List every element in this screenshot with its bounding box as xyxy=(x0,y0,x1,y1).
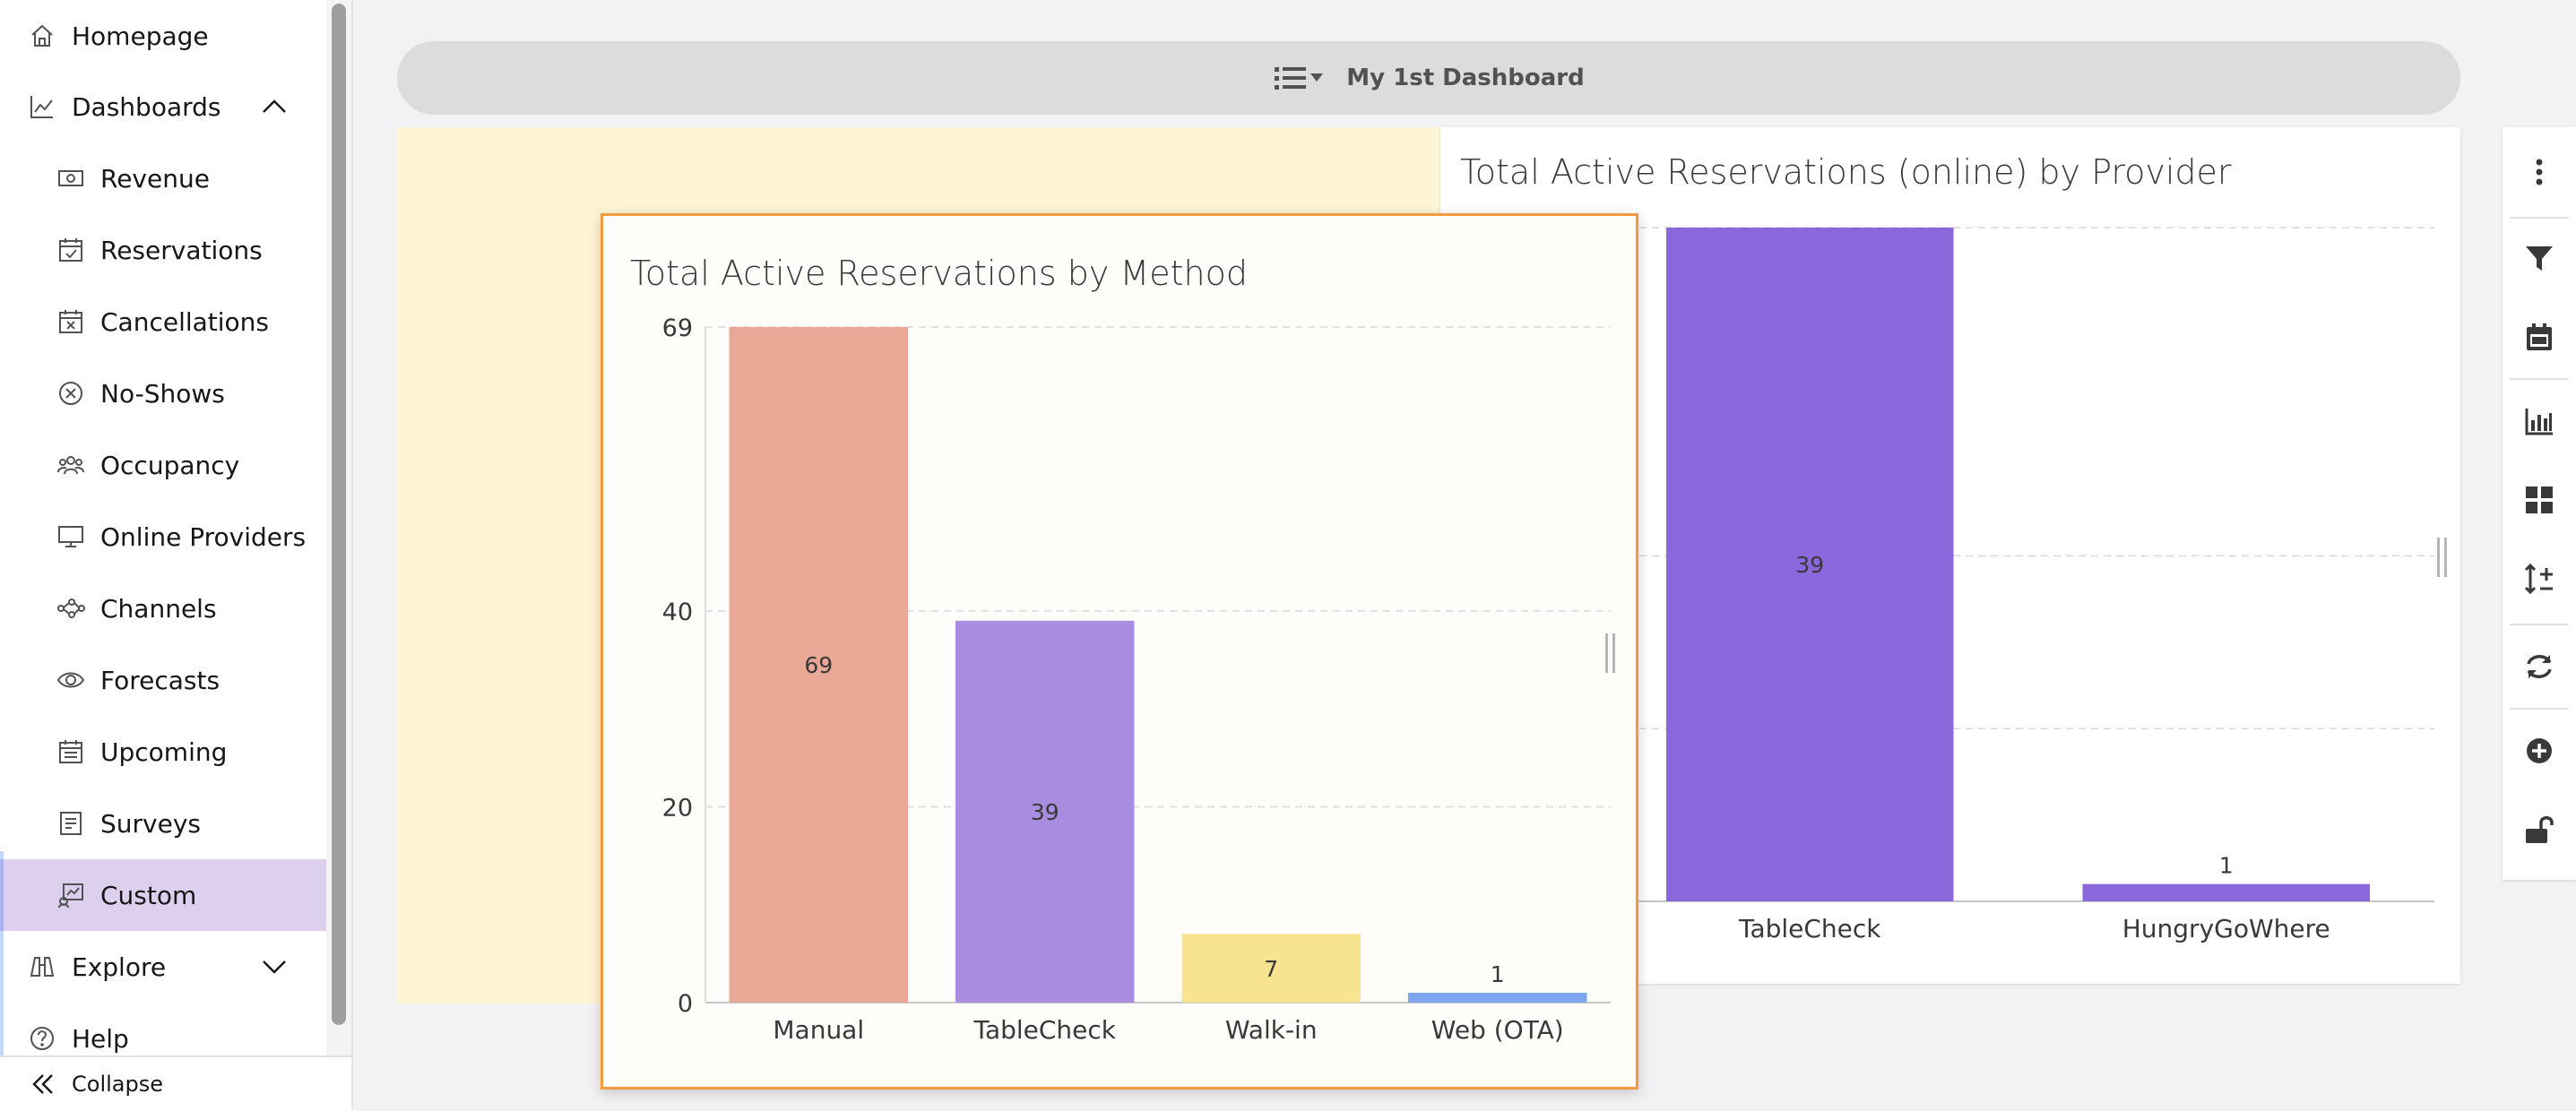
calendar-icon[interactable] xyxy=(2503,301,2576,373)
chart-title: Total Active Reservations (online) by Pr… xyxy=(1460,152,2232,192)
x-tick-label: Web (OTA) xyxy=(1431,1015,1564,1045)
sidebar-item-label: Upcoming xyxy=(100,736,228,767)
sidebar-item-upcoming[interactable]: Upcoming xyxy=(0,716,326,788)
bar-tablecheck[interactable] xyxy=(955,620,1135,1003)
bar-value-label: 39 xyxy=(1031,799,1059,825)
x-tick-label: TableCheck xyxy=(972,1015,1116,1045)
sidebar-item-homepage[interactable]: Homepage xyxy=(0,0,326,72)
focus-edge xyxy=(0,851,4,1109)
sidebar-item-cancellations[interactable]: Cancellations xyxy=(0,286,326,357)
sidebar-item-label: Channels xyxy=(100,593,217,624)
bar-value-label: 7 xyxy=(1264,956,1278,982)
sidebar-item-online-providers[interactable]: Online Providers xyxy=(0,501,326,573)
sidebar-item-label: Homepage xyxy=(72,21,209,51)
sidebar-item-occupancy[interactable]: Occupancy xyxy=(0,429,326,501)
bar-chart-icon[interactable] xyxy=(2503,385,2576,457)
sidebar-item-label: Help xyxy=(72,1023,129,1054)
x-tick-label: HungryGoWhere xyxy=(2122,914,2330,943)
sidebar-item-label: Surveys xyxy=(100,808,201,839)
sidebar-item-surveys[interactable]: Surveys xyxy=(0,788,326,859)
unlock-icon[interactable] xyxy=(2503,794,2576,866)
y-tick-label: 40 xyxy=(662,599,693,626)
provider-bar-chart: 010203939TableCheck1HungryGoWhere xyxy=(1559,215,2434,943)
bar-value-label: 1 xyxy=(2219,853,2234,879)
sidebar-item-label: Reservations xyxy=(100,235,263,265)
chevron-up-icon[interactable] xyxy=(258,90,290,123)
sidebar-item-label: Online Providers xyxy=(100,521,307,552)
x-tick-label: Manual xyxy=(773,1015,864,1045)
dashboard-title-bar[interactable]: My 1st Dashboard xyxy=(397,41,2460,115)
chevron-down-icon[interactable] xyxy=(258,951,290,983)
users-icon xyxy=(56,450,86,480)
y-tick-label: 0 xyxy=(678,990,693,1018)
sidebar-item-label: Explore xyxy=(72,952,167,982)
bar-walk-in[interactable] xyxy=(1181,934,1361,1003)
bar-value-label: 69 xyxy=(804,652,833,678)
bar-hungrygowhere[interactable] xyxy=(2082,883,2371,901)
network-icon xyxy=(56,593,86,624)
sidebar-item-dashboards[interactable]: Dashboards xyxy=(0,71,326,142)
bar-manual[interactable] xyxy=(729,327,908,1003)
sidebar-item-label: Cancellations xyxy=(100,306,270,337)
method-bar-chart: 0 20 40 69 69 Manual 39 TableCheck 7 Walk-in 1 Web … xyxy=(662,314,1611,1045)
double-chevron-left-icon xyxy=(29,1070,57,1098)
sidebar-item-no-shows[interactable]: No-Shows xyxy=(0,357,326,429)
sidebar-scrollbar-thumb[interactable] xyxy=(332,4,346,1025)
sidebar-item-label: Forecasts xyxy=(100,665,220,695)
refresh-icon[interactable] xyxy=(2503,631,2576,702)
circle-x-icon xyxy=(56,378,86,409)
y-tick-label: 20 xyxy=(662,794,693,822)
row-height-icon[interactable] xyxy=(2503,543,2576,615)
method-chart-panel[interactable]: Total Active Reservations by Method 0 20 4… xyxy=(601,213,1638,1089)
sidebar-item-revenue[interactable]: Revenue xyxy=(0,142,326,214)
collapse-label: Collapse xyxy=(72,1072,163,1097)
calendar-icon xyxy=(56,736,86,767)
home-icon xyxy=(27,21,57,51)
bar-value-label: 1 xyxy=(1491,961,1505,987)
resize-handle[interactable] xyxy=(1605,633,1620,673)
sidebar-item-help[interactable]: Help xyxy=(0,1003,326,1074)
sidebar-item-label: Custom xyxy=(100,880,197,910)
dashboard-title: My 1st Dashboard xyxy=(1346,65,1585,91)
custom-chart-icon xyxy=(56,880,86,910)
chart-title: Total Active Reservations by Method xyxy=(630,254,1248,293)
y-tick-label: 69 xyxy=(662,314,693,342)
sidebar: Homepage Dashboards Revenue Reservations… xyxy=(0,0,326,1109)
document-icon xyxy=(56,808,86,839)
eye-icon xyxy=(56,665,86,695)
calendar-x-icon xyxy=(56,306,86,337)
sidebar-item-reservations[interactable]: Reservations xyxy=(0,214,326,286)
sidebar-item-label: Revenue xyxy=(100,163,210,194)
binoculars-icon xyxy=(27,952,57,982)
sidebar-item-label: Dashboards xyxy=(72,91,221,122)
monitor-icon xyxy=(56,521,86,552)
grid-icon[interactable] xyxy=(2503,464,2576,536)
filter-icon[interactable] xyxy=(2503,222,2576,294)
x-tick-label: TableCheck xyxy=(1738,914,1881,943)
x-tick-label: Walk-in xyxy=(1225,1015,1318,1045)
sidebar-item-label: Occupancy xyxy=(100,450,240,480)
collapse-button[interactable]: Collapse xyxy=(0,1055,351,1111)
calendar-check-icon xyxy=(56,235,86,265)
money-icon xyxy=(56,163,86,194)
bar-value-label: 39 xyxy=(1795,552,1824,578)
overflow-menu-icon[interactable] xyxy=(2503,136,2576,208)
chart-line-icon xyxy=(27,91,57,122)
sidebar-item-forecasts[interactable]: Forecasts xyxy=(0,644,326,716)
sidebar-item-channels[interactable]: Channels xyxy=(0,573,326,644)
help-icon xyxy=(27,1023,57,1054)
sidebar-item-explore[interactable]: Explore xyxy=(0,931,326,1003)
resize-handle[interactable] xyxy=(2437,538,2451,577)
bar-tablecheck[interactable] xyxy=(1665,228,1954,901)
add-icon[interactable] xyxy=(2503,715,2576,787)
sidebar-item-label: No-Shows xyxy=(100,378,225,409)
sidebar-item-custom[interactable]: Custom xyxy=(0,859,326,931)
bar-web-ota-[interactable] xyxy=(1408,993,1587,1003)
sidebar-divider xyxy=(351,0,353,1109)
dashboard-toolbar xyxy=(2503,127,2576,880)
list-dropdown-icon[interactable] xyxy=(1273,63,1330,93)
